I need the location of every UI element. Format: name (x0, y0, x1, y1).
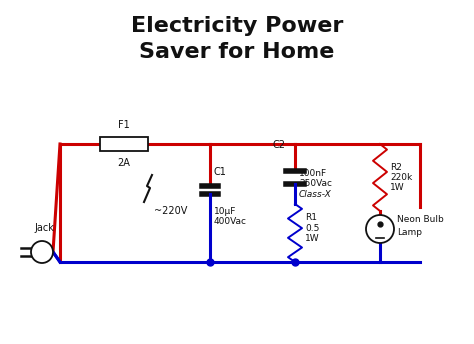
Text: R2
220k
1W: R2 220k 1W (390, 163, 412, 192)
Text: 100nF: 100nF (299, 169, 327, 178)
Text: C2: C2 (273, 140, 286, 150)
Text: 10μF
400Vac: 10μF 400Vac (214, 207, 247, 226)
Circle shape (366, 215, 394, 243)
Bar (100, 137, 148, 151)
Text: Saver for Home: Saver for Home (139, 42, 335, 62)
Text: Lamp: Lamp (397, 227, 422, 237)
Text: F1: F1 (118, 120, 130, 130)
Text: Electricity Power: Electricity Power (131, 16, 343, 36)
Text: Jack: Jack (34, 223, 54, 233)
Text: R1
0.5
1W: R1 0.5 1W (305, 213, 319, 243)
Text: ~220V: ~220V (154, 206, 187, 216)
Circle shape (31, 241, 53, 263)
Text: Neon Bulb: Neon Bulb (397, 215, 444, 224)
Text: 250Vac: 250Vac (299, 179, 332, 188)
Text: Class-X: Class-X (299, 190, 332, 199)
Text: 2A: 2A (118, 158, 130, 168)
Text: C1: C1 (214, 167, 227, 177)
